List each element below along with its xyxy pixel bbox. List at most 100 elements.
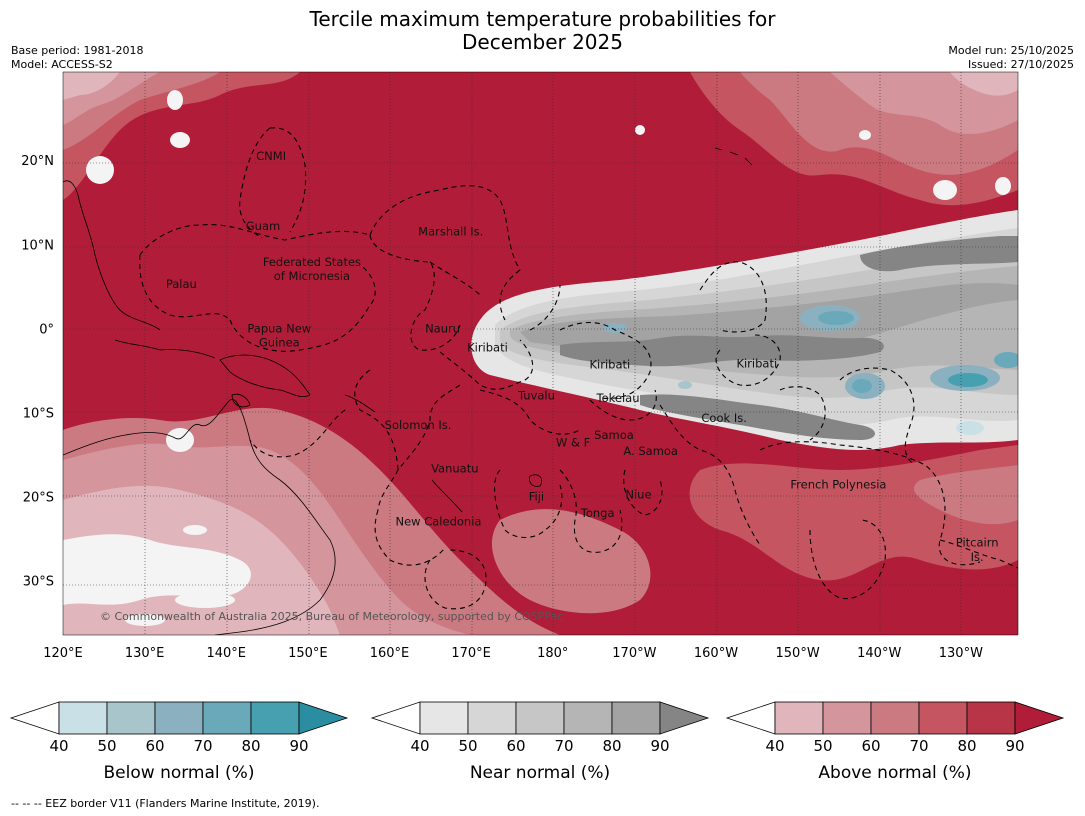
lat-tick-label: 10°S <box>23 406 54 421</box>
region-label: Vanuatu <box>431 462 478 476</box>
north-50-band <box>63 72 1018 135</box>
title-line-1: Tercile maximum temperature probabilitie… <box>309 7 776 31</box>
issued-date: Issued: 27/10/2025 <box>967 58 1074 71</box>
colorbar-segment <box>870 701 920 735</box>
region-label: Samoa <box>594 428 634 442</box>
lat-tick-label: 20°N <box>21 154 54 169</box>
eez-footnote: -- -- -- EEZ border V11 (Flanders Marine… <box>11 797 320 810</box>
colorbar-segment <box>250 701 300 735</box>
region-label: A. Samoa <box>623 444 678 458</box>
lon-tick-label: 130°E <box>125 646 165 661</box>
colorbar-tick-label: 50 <box>813 737 832 755</box>
lon-tick-label: 160°E <box>370 646 410 661</box>
region-label: Tonga <box>580 506 615 520</box>
colorbar-tick-label: 40 <box>49 737 68 755</box>
region-label: of Micronesia <box>274 269 350 283</box>
colorbar-segment <box>563 701 613 735</box>
lon-tick-label: 140°E <box>206 646 246 661</box>
title-line-2: December 2025 <box>462 30 623 54</box>
colorbar-segment <box>611 701 661 735</box>
lon-tick-label: 150°E <box>288 646 328 661</box>
map-frame: © Commonwealth of Australia 2025, Bureau… <box>63 72 1018 635</box>
colorbar-max-extension <box>1014 701 1065 735</box>
colorbar-segment <box>966 701 1016 735</box>
region-label: Marshall Is. <box>418 225 483 239</box>
colorbar: 40 50 60 70 80 90 Above normal (%) <box>725 701 1065 783</box>
colorbar-tick-label: 60 <box>861 737 880 755</box>
colorbar-segment <box>58 701 108 735</box>
lat-tick-label: 20°S <box>23 490 54 505</box>
colorbar-tick-label: 70 <box>909 737 928 755</box>
region-label: Solomon Is. <box>385 418 452 432</box>
below-normal-patches <box>603 305 1018 435</box>
colorbar-segment <box>918 701 968 735</box>
region-label: Cook Is. <box>701 411 746 425</box>
model-run: Model run: 25/10/2025 <box>948 44 1074 57</box>
colorbar-tick-label: 90 <box>650 737 669 755</box>
run-info: Model run: 25/10/2025 Issued: 27/10/2025 <box>948 44 1074 72</box>
region-label: Kiribati <box>736 357 777 371</box>
region-label: Palau <box>166 277 197 291</box>
colorbar-segment <box>515 701 565 735</box>
colorbar-title: Above normal (%) <box>818 763 971 783</box>
colorbar-tick-label: 80 <box>241 737 260 755</box>
lon-tick-label: 150°W <box>776 646 820 661</box>
region-label: Guinea <box>259 336 300 350</box>
region-label: Nauru <box>425 321 460 335</box>
colorbar: 40 50 60 70 80 90 Below normal (%) <box>9 701 349 783</box>
colorbar-max-extension <box>298 701 349 735</box>
lon-tick-label: 140°W <box>857 646 901 661</box>
colorbar-tick-label: 40 <box>410 737 429 755</box>
region-label: Is. <box>971 550 984 564</box>
colorbar-tick-label: 90 <box>1005 737 1024 755</box>
colorbar-legends: 40 50 60 70 80 90 Below normal (%) 40 50 60 70 80 90… <box>9 701 1065 783</box>
colorbar-segment <box>202 701 252 735</box>
region-label: CNMI <box>256 149 286 163</box>
colorbar-tick-label: 80 <box>602 737 621 755</box>
colorbar-min-extension <box>725 701 776 735</box>
colorbar-tick-label: 60 <box>506 737 525 755</box>
colorbar-tick-label: 90 <box>289 737 308 755</box>
lon-tick-label: 130°W <box>939 646 983 661</box>
colorbar: 40 50 60 70 80 90 Near normal (%) <box>370 701 710 783</box>
region-label: French Polynesia <box>790 478 886 492</box>
region-label: New Caledonia <box>395 515 481 529</box>
lat-tick-label: 30°S <box>23 574 54 589</box>
colorbar-tick-label: 70 <box>554 737 573 755</box>
region-label: Papua New <box>247 321 311 335</box>
colorbar-tick-label: 50 <box>97 737 116 755</box>
colorbar-tick-label: 70 <box>193 737 212 755</box>
north-60-band <box>63 72 1018 175</box>
eez-borders <box>139 127 1018 610</box>
north-white-patches <box>86 90 1011 200</box>
region-label: Kiribati <box>467 341 508 355</box>
colorbar-tick-label: 50 <box>458 737 477 755</box>
colorbar-tick-label: 60 <box>145 737 164 755</box>
region-label: Kiribati <box>590 357 631 371</box>
base-period: Base period: 1981-2018 <box>11 44 144 57</box>
lon-tick-label: 170°E <box>451 646 491 661</box>
lon-tick-label: 170°W <box>612 646 656 661</box>
lat-tick-label: 0° <box>39 322 54 337</box>
colorbar-title: Near normal (%) <box>470 763 610 783</box>
colorbar-min-extension <box>9 701 60 735</box>
axis-ticks: 120°E 130°E 140°E 150°E 160°E 170°E 180° 170°W 1… <box>21 154 983 661</box>
colorbar-max-extension <box>659 701 710 735</box>
lon-tick-label: 180° <box>537 646 568 661</box>
colorbar-segment <box>106 701 156 735</box>
region-label: Pitcairn <box>956 536 999 550</box>
map-border <box>62 71 1019 636</box>
colorbar-tick-label: 80 <box>957 737 976 755</box>
south-60-band <box>913 465 1018 525</box>
lon-tick-label: 120°E <box>43 646 83 661</box>
southwest-white-patches <box>63 428 251 626</box>
region-label: Guam <box>246 219 280 233</box>
colorbar-title: Below normal (%) <box>104 763 255 783</box>
chart-title: Tercile maximum temperature probabilitie… <box>0 8 1085 54</box>
lat-tick-label: 10°N <box>21 238 54 253</box>
copyright-notice: © Commonwealth of Australia 2025, Bureau… <box>100 610 563 623</box>
region-label: Federated States <box>263 255 361 269</box>
region-label: Tuvalu <box>517 389 555 403</box>
